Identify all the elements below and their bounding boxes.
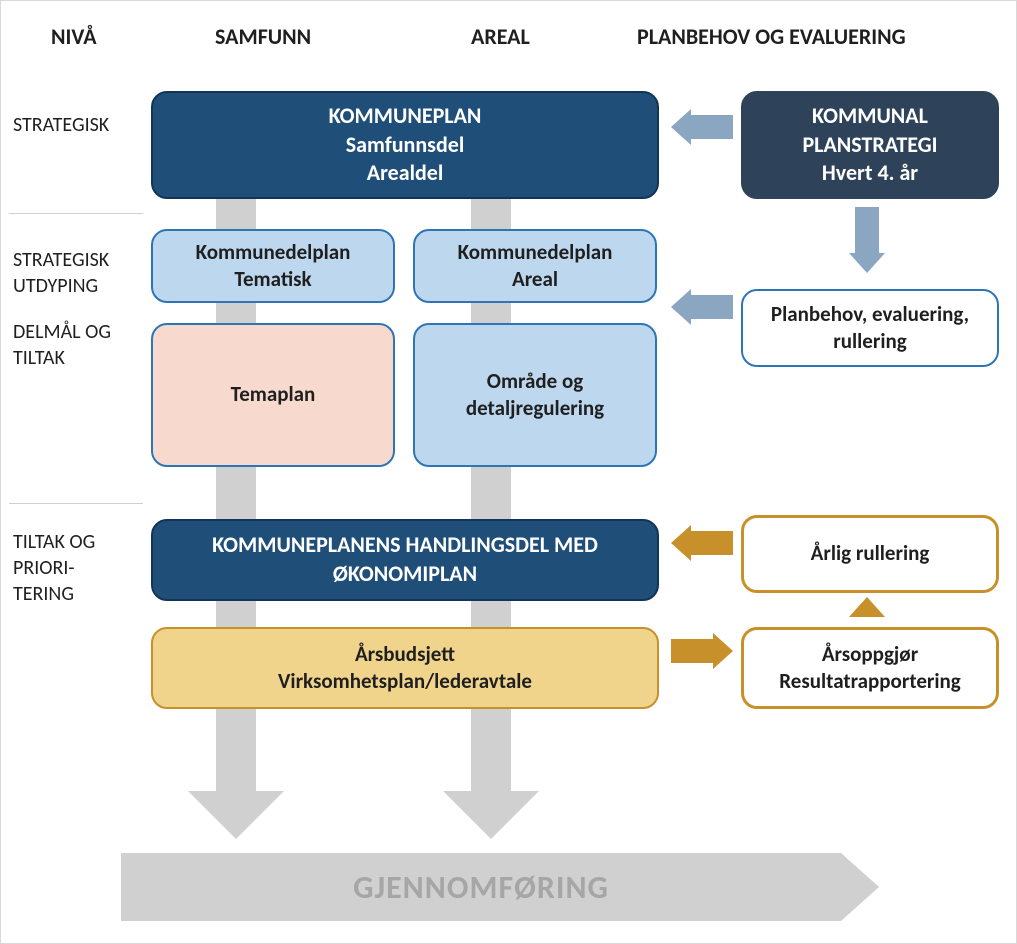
planstrategi-to-kommuneplan-part: [691, 115, 733, 139]
aarsoppgjor-to-aarlig-part: [849, 597, 885, 617]
planstrategi-down-part: [855, 207, 879, 253]
planstrategi-down-part: [849, 253, 885, 273]
gjennomforing-ribbon-tip: [841, 853, 879, 921]
aarlig-to-handlingsdel-part: [691, 531, 733, 555]
planbehov-to-kdp-part: [671, 289, 691, 325]
diagram-canvas: NIVÅ SAMFUNN AREAL PLANBEHOV OG EVALUERI…: [0, 0, 1017, 944]
gjennomforing-ribbon: GJENNOMFØRING: [121, 853, 841, 921]
aarsbudsjett-to-aarsoppgjor-part: [671, 639, 713, 663]
planbehov-to-kdp-part: [691, 295, 733, 319]
planstrategi-to-kommuneplan-part: [671, 109, 691, 145]
arrows-layer: [1, 1, 1016, 943]
aarsbudsjett-to-aarsoppgjor-part: [713, 633, 733, 669]
aarlig-to-handlingsdel-part: [671, 525, 691, 561]
gjennomforing-label: GJENNOMFØRING: [353, 868, 609, 907]
